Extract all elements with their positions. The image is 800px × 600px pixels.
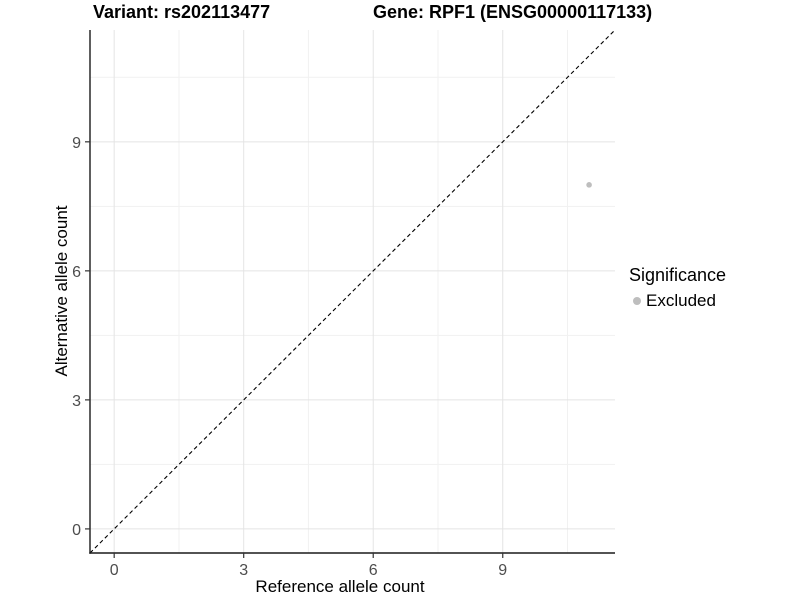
legend-entry-excluded: Excluded — [633, 291, 726, 311]
y-tick-label: 6 — [72, 264, 81, 281]
legend-title: Significance — [629, 265, 727, 285]
y-tick-label: 0 — [72, 522, 81, 539]
x-axis-title: Reference allele count — [255, 577, 425, 596]
excluded-point-icon — [633, 297, 641, 305]
x-tick-label: 6 — [369, 562, 378, 579]
data-point — [586, 182, 592, 188]
y-axis-title: Alternative allele count — [52, 205, 71, 377]
identity-dashed-line — [89, 29, 616, 554]
y-tick-label: 9 — [72, 135, 81, 152]
y-tick-label: 3 — [72, 393, 81, 410]
legend: Significance Excluded — [629, 265, 726, 311]
gene-title: Gene: RPF1 (ENSG00000117133) — [373, 2, 653, 22]
x-tick-label: 9 — [498, 562, 507, 579]
x-tick-label: 3 — [239, 562, 248, 579]
variant-title: Variant: rs202113477 — [93, 2, 271, 22]
x-tick-label: 0 — [110, 562, 119, 579]
legend-entry-label: Excluded — [646, 291, 716, 310]
